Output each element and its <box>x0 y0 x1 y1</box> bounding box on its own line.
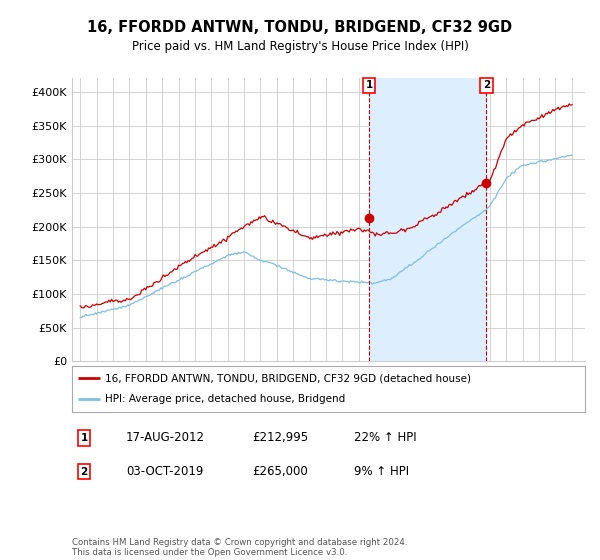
Text: 17-AUG-2012: 17-AUG-2012 <box>126 431 205 445</box>
Text: 2: 2 <box>80 466 88 477</box>
Text: 16, FFORDD ANTWN, TONDU, BRIDGEND, CF32 9GD (detached house): 16, FFORDD ANTWN, TONDU, BRIDGEND, CF32 … <box>106 373 472 383</box>
Bar <box>369 78 487 361</box>
Text: Price paid vs. HM Land Registry's House Price Index (HPI): Price paid vs. HM Land Registry's House … <box>131 40 469 53</box>
Text: Contains HM Land Registry data © Crown copyright and database right 2024.
This d: Contains HM Land Registry data © Crown c… <box>72 538 407 557</box>
Text: 03-OCT-2019: 03-OCT-2019 <box>126 465 203 478</box>
Text: £212,995: £212,995 <box>252 431 308 445</box>
Text: 16, FFORDD ANTWN, TONDU, BRIDGEND, CF32 9GD: 16, FFORDD ANTWN, TONDU, BRIDGEND, CF32 … <box>88 20 512 35</box>
Text: 1: 1 <box>365 80 373 90</box>
Text: HPI: Average price, detached house, Bridgend: HPI: Average price, detached house, Brid… <box>106 394 346 404</box>
Text: 22% ↑ HPI: 22% ↑ HPI <box>354 431 416 445</box>
Text: 2: 2 <box>483 80 490 90</box>
Text: 1: 1 <box>80 433 88 443</box>
Text: £265,000: £265,000 <box>252 465 308 478</box>
Text: 9% ↑ HPI: 9% ↑ HPI <box>354 465 409 478</box>
